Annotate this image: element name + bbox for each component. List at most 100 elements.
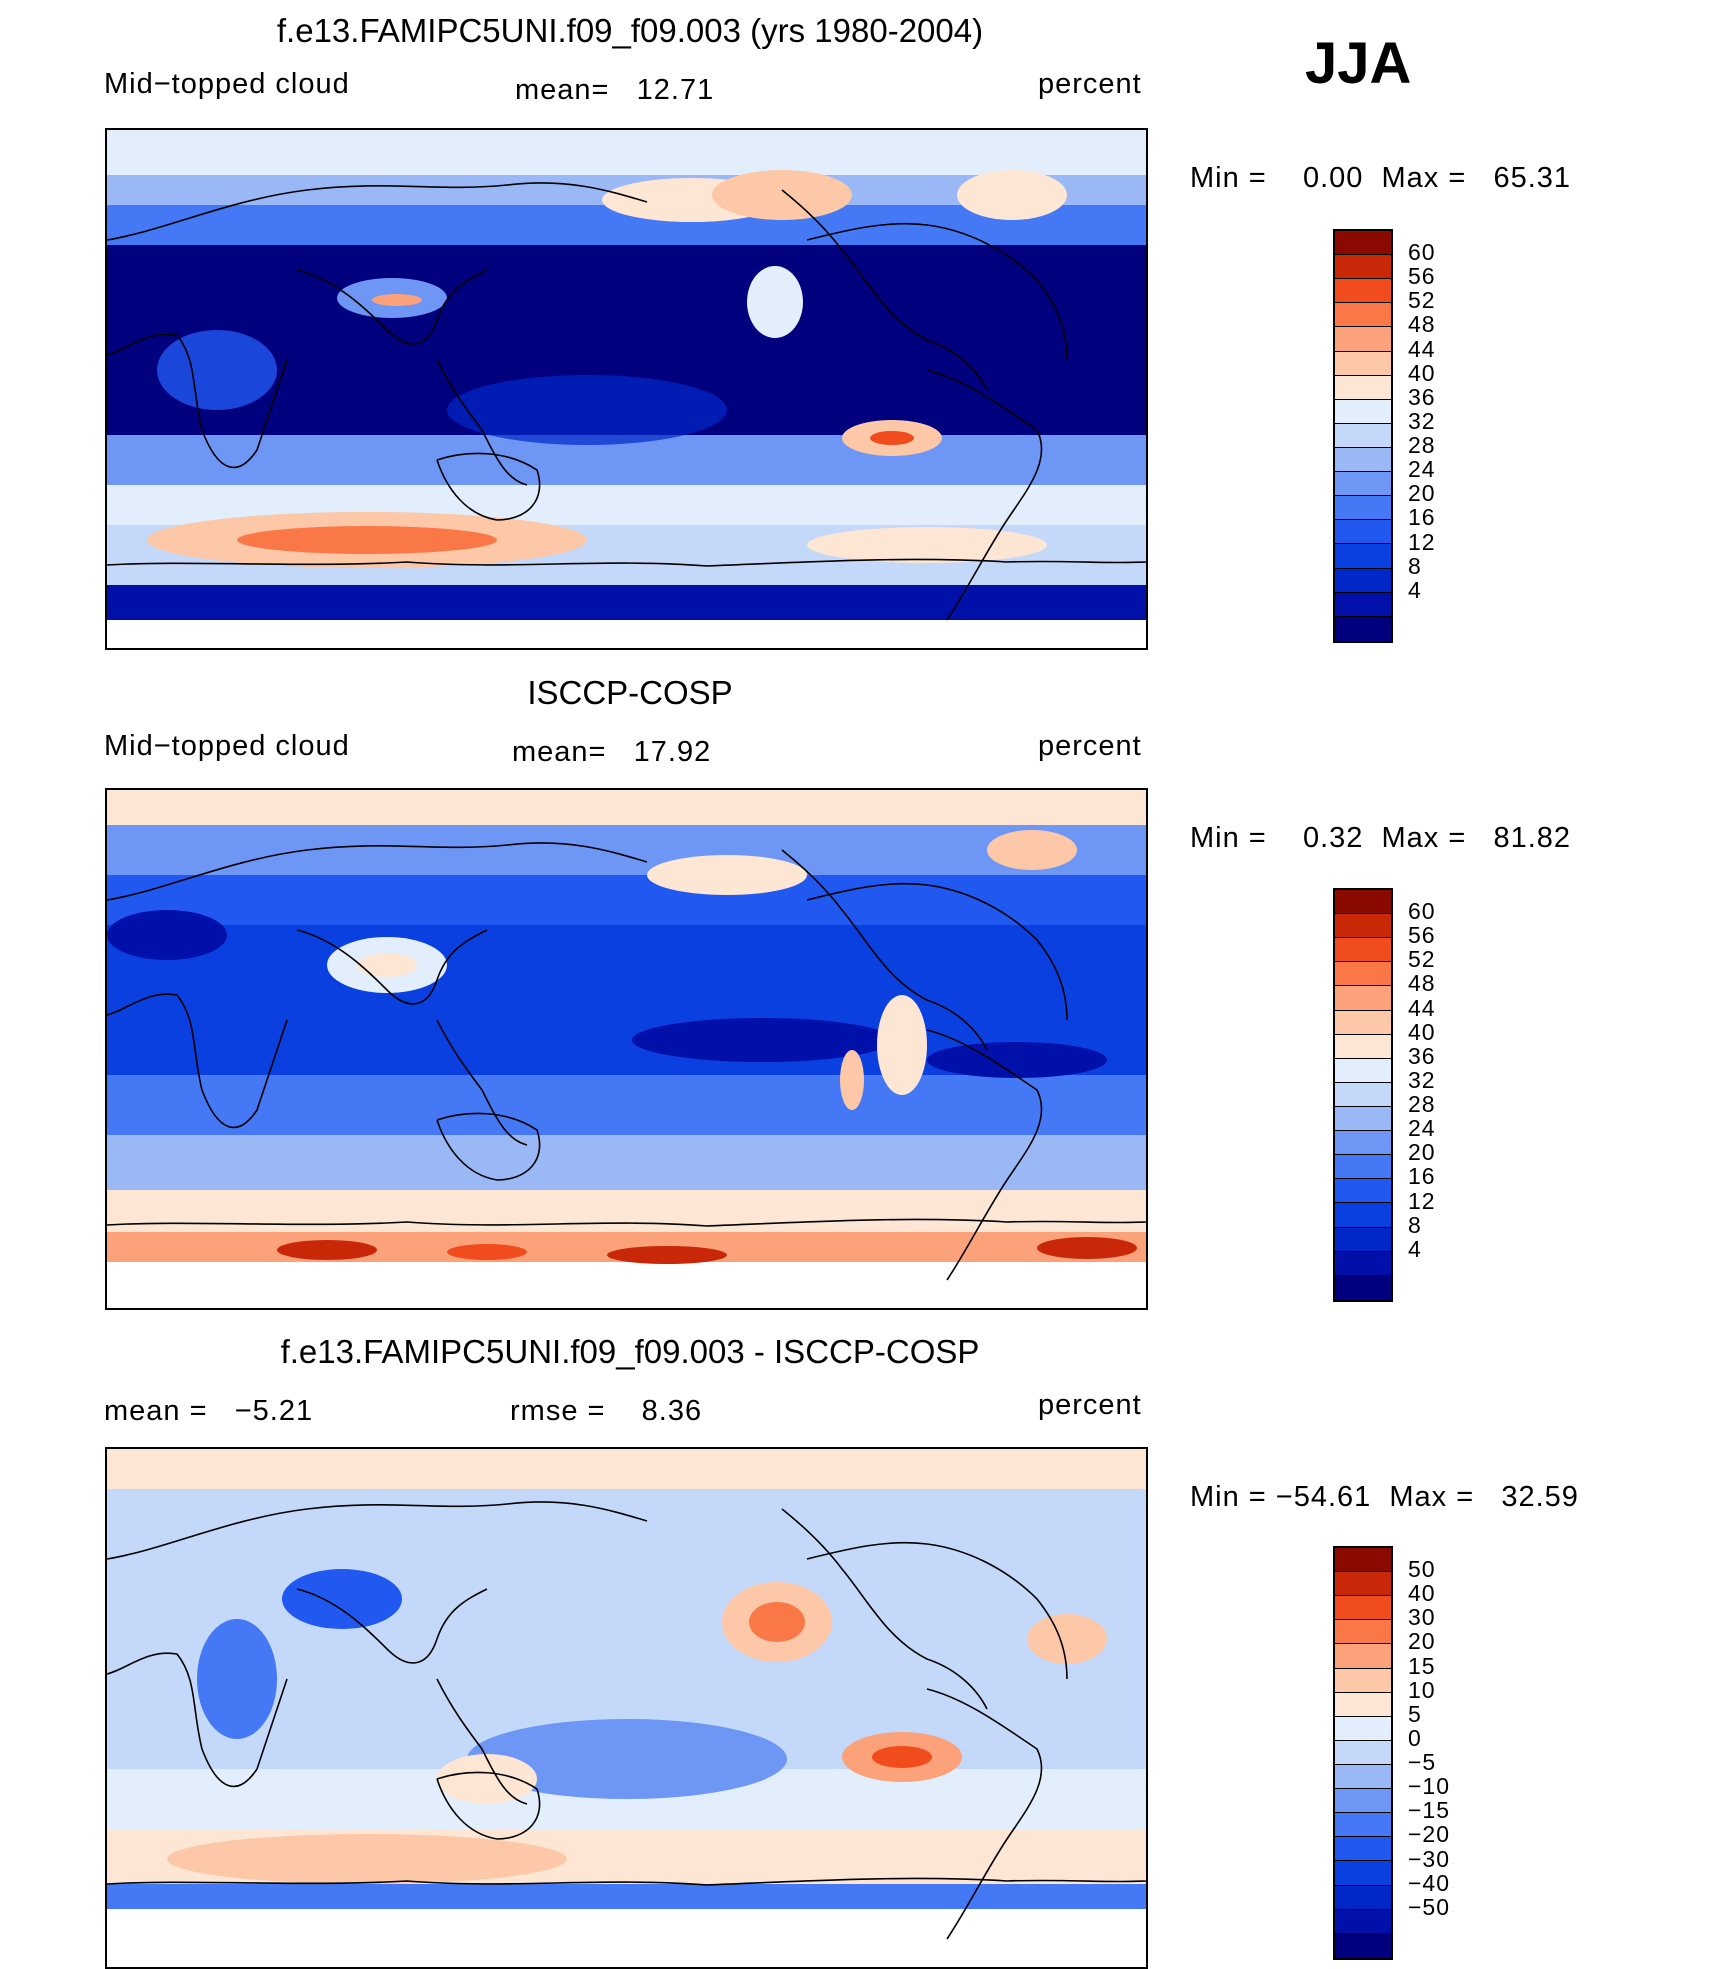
coastline bbox=[781, 189, 988, 391]
colorbar-swatch bbox=[1335, 1034, 1391, 1059]
colorbar-swatch bbox=[1335, 1909, 1391, 1934]
colorbar-tick-label: 36 bbox=[1408, 383, 1436, 410]
panel2-variable: Mid−topped cloud bbox=[104, 730, 350, 762]
andes-blob bbox=[877, 995, 927, 1095]
midlat-south-band bbox=[107, 1135, 1146, 1190]
storm-track-blob-east bbox=[807, 527, 1047, 563]
colorbar-swatch bbox=[1335, 1620, 1391, 1645]
colorbar-swatch bbox=[1335, 1644, 1391, 1669]
colorbar-swatch bbox=[1335, 351, 1391, 376]
missing-band bbox=[107, 1909, 1146, 1967]
colorbar-tick-label: 40 bbox=[1408, 1580, 1436, 1607]
colorbar-tick-label: −30 bbox=[1408, 1845, 1451, 1872]
greenland-blob bbox=[987, 830, 1077, 870]
colorbar-swatch bbox=[1335, 1227, 1391, 1252]
colorbar-tick-label: −15 bbox=[1408, 1797, 1451, 1824]
africa-blob bbox=[157, 330, 277, 410]
coast-hot-4 bbox=[447, 1244, 527, 1260]
panel3-mean: mean = −5.21 bbox=[104, 1395, 314, 1427]
antarctica-coastline bbox=[107, 1218, 1146, 1227]
coastline bbox=[107, 1652, 288, 1788]
arctic-band bbox=[107, 790, 1146, 825]
colorbar-tick-label: 32 bbox=[1408, 1066, 1436, 1093]
colorbar-tick-label: 4 bbox=[1408, 1235, 1422, 1262]
storm-track-band bbox=[107, 1190, 1146, 1232]
colorbar-swatch bbox=[1335, 1764, 1391, 1790]
colorbar-swatch bbox=[1335, 1740, 1391, 1765]
colorbar-swatch bbox=[1335, 399, 1391, 424]
coastline bbox=[296, 1588, 488, 1664]
panel2-units: percent bbox=[1038, 730, 1142, 762]
california-blob bbox=[747, 266, 803, 338]
colorbar-swatch bbox=[1335, 1131, 1391, 1156]
storm-track-core bbox=[237, 526, 497, 554]
coastline bbox=[806, 1541, 1068, 1680]
coastline bbox=[926, 369, 1043, 621]
colorbar-tick-label: 12 bbox=[1408, 528, 1436, 555]
australia-pos bbox=[437, 1754, 537, 1804]
antarctica-coastline bbox=[107, 558, 1146, 567]
tibet-neg bbox=[282, 1569, 402, 1629]
colorbar-swatch bbox=[1335, 938, 1391, 963]
europe-dark bbox=[107, 910, 227, 960]
colorbar-tick-label: 20 bbox=[1408, 1628, 1436, 1655]
colorbar-swatch bbox=[1335, 1716, 1391, 1741]
colorbar-swatch bbox=[1335, 890, 1391, 915]
colorbar-tick-label: 16 bbox=[1408, 504, 1436, 531]
colorbar-tick-label: 36 bbox=[1408, 1042, 1436, 1069]
coastline bbox=[436, 359, 528, 486]
colorbar-swatch bbox=[1335, 1933, 1391, 1958]
colorbar-tick-label: 48 bbox=[1408, 970, 1436, 997]
coastline bbox=[107, 182, 648, 241]
panel1-units: percent bbox=[1038, 68, 1142, 100]
colorbar-tick-label: 10 bbox=[1408, 1676, 1436, 1703]
colorbar-tick-label: 48 bbox=[1408, 311, 1436, 338]
arctic-band bbox=[107, 130, 1146, 175]
africa-neg bbox=[197, 1619, 277, 1739]
atlantic-pos bbox=[1027, 1614, 1107, 1664]
colorbar-tick-label: 52 bbox=[1408, 946, 1436, 973]
colorbar-swatch bbox=[1335, 914, 1391, 939]
colorbar-swatch bbox=[1335, 520, 1391, 545]
colorbar-swatch bbox=[1335, 962, 1391, 987]
panel1-map bbox=[105, 128, 1148, 650]
panel2-colorbar bbox=[1333, 888, 1393, 1302]
colorbar-swatch bbox=[1335, 1058, 1391, 1083]
colorbar-tick-label: −5 bbox=[1408, 1749, 1437, 1776]
greenland-blob bbox=[957, 170, 1067, 220]
tibet-core bbox=[372, 294, 422, 306]
colorbar-swatch bbox=[1335, 986, 1391, 1011]
panel2-map bbox=[105, 788, 1148, 1310]
colorbar-swatch bbox=[1335, 1813, 1391, 1838]
panel3-colorbar bbox=[1333, 1546, 1393, 1960]
alaska-blob bbox=[712, 170, 852, 220]
midlat-north-band bbox=[107, 875, 1146, 925]
colorbar-tick-label: 50 bbox=[1408, 1556, 1436, 1583]
tibet-core bbox=[357, 953, 417, 977]
colorbar-tick-label: 28 bbox=[1408, 1091, 1436, 1118]
coastline bbox=[781, 849, 988, 1051]
colorbar-swatch bbox=[1335, 1885, 1391, 1910]
colorbar-swatch bbox=[1335, 616, 1391, 641]
north-pacific-blob bbox=[647, 855, 807, 895]
coastline bbox=[436, 452, 541, 521]
coastline bbox=[436, 1678, 528, 1805]
colorbar-swatch bbox=[1335, 279, 1391, 304]
colorbar-tick-label: 24 bbox=[1408, 1115, 1436, 1142]
colorbar-swatch bbox=[1335, 1837, 1391, 1862]
colorbar-swatch bbox=[1335, 1861, 1391, 1886]
colorbar-tick-label: 32 bbox=[1408, 407, 1436, 434]
panel1-mean: mean= 12.71 bbox=[515, 74, 715, 106]
arctic-band bbox=[107, 1449, 1146, 1489]
peru-core bbox=[870, 431, 914, 445]
colorbar-swatch bbox=[1335, 255, 1391, 280]
coastline bbox=[107, 842, 648, 901]
colorbar-swatch bbox=[1335, 1275, 1391, 1300]
colorbar-swatch bbox=[1335, 1692, 1391, 1717]
colorbar-tick-label: 44 bbox=[1408, 335, 1436, 362]
colorbar-swatch bbox=[1335, 1203, 1391, 1228]
colorbar-tick-label: 60 bbox=[1408, 898, 1436, 925]
coastline bbox=[107, 993, 288, 1129]
colorbar-tick-label: 56 bbox=[1408, 263, 1436, 290]
colorbar-tick-label: 20 bbox=[1408, 480, 1436, 507]
